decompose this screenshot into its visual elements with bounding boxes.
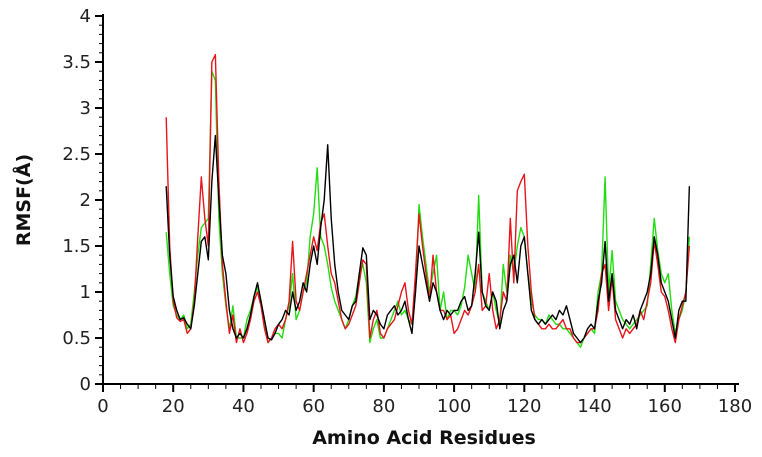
x-tick-label: 180 [718, 396, 752, 417]
y-tick-label: 3 [80, 98, 91, 119]
y-axis-title: RMSF(Å) [11, 154, 35, 246]
series-line-2 [165, 70, 691, 348]
x-tick-label: 160 [648, 396, 682, 417]
y-tick-label: 4 [80, 6, 91, 27]
y-tick-label: 0.5 [62, 328, 91, 349]
y-tick-label: 1 [80, 282, 91, 303]
x-tick-label: 20 [162, 396, 185, 417]
y-tick-label: 2.5 [62, 144, 91, 165]
x-tick-label: 80 [372, 396, 395, 417]
y-tick-label: 3.5 [62, 52, 91, 73]
y-tick-label: 2 [80, 190, 91, 211]
x-axis-title: Amino Acid Residues [312, 427, 536, 449]
y-tick-label: 1.5 [62, 236, 91, 257]
x-tick-label: 100 [437, 396, 471, 417]
x-tick-label: 0 [97, 396, 108, 417]
series-layer [165, 53, 691, 348]
x-tick-label: 60 [302, 396, 325, 417]
series-line-1 [165, 53, 691, 344]
axes-layer [95, 14, 739, 392]
series-line-0 [165, 134, 691, 344]
labels-layer: 00.511.522.533.540 20 40 60 80 100 120 140 160 18… [62, 6, 752, 417]
x-tick-label: 140 [577, 396, 611, 417]
x-tick-label: 40 [232, 396, 255, 417]
y-tick-label: 0 [80, 374, 91, 395]
x-tick-label: 120 [507, 396, 541, 417]
